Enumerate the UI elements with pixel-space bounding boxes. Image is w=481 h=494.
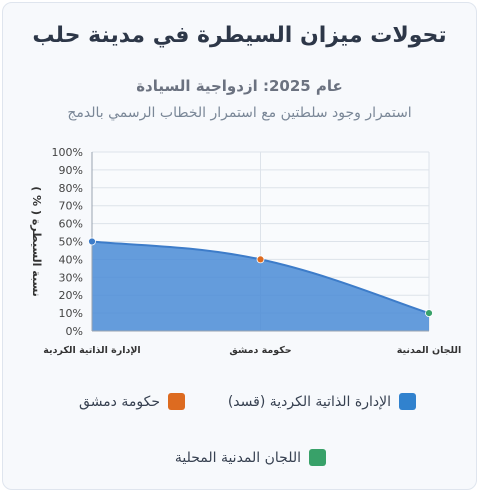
y-tick-label: 60% [59, 218, 83, 231]
x-tick-label: حكومة دمشق [229, 345, 291, 356]
legend-item-damascus-gov[interactable]: حكومة دمشق [79, 393, 185, 410]
x-tick-label: الإدارة الذاتية الكردية [43, 345, 140, 356]
data-point [256, 255, 265, 264]
legend-swatch [168, 393, 185, 410]
y-tick-label: 100% [52, 146, 83, 159]
y-axis-label: نسبة السيطرة ( % ) [30, 186, 43, 297]
y-tick-label: 10% [59, 307, 83, 320]
y-tick-label: 50% [59, 236, 83, 249]
legend-swatch [399, 393, 416, 410]
legend-item-civil-committees[interactable]: اللجان المدنية المحلية [175, 449, 326, 466]
y-tick-label: 0% [66, 325, 83, 338]
y-tick-label: 70% [59, 200, 83, 213]
chart-subtitle: عام 2025: ازدواجية السيادة [136, 77, 343, 95]
y-tick-label: 40% [59, 253, 83, 266]
legend-label: اللجان المدنية المحلية [174, 449, 301, 466]
legend-swatch [309, 449, 326, 466]
y-tick-label: 20% [59, 289, 83, 302]
x-tick-label: اللجان المدنية [397, 345, 461, 356]
legend-label: حكومة دمشق [79, 393, 160, 410]
legend-item-kurdish-admin[interactable]: الإدارة الذاتية الكردية (قسد) [228, 393, 416, 410]
y-tick-label: 30% [59, 271, 83, 284]
chart-title: تحولات ميزان السيطرة في مدينة حلب [32, 23, 447, 48]
chart-description: استمرار وجود سلطتين مع استمرار الخطاب ال… [67, 105, 412, 121]
data-point [425, 309, 433, 318]
legend-label: الإدارة الذاتية الكردية (قسد) [227, 393, 391, 410]
y-tick-label: 90% [59, 164, 83, 177]
area-fill [92, 241, 429, 331]
data-point [88, 237, 96, 246]
y-tick-label: 80% [59, 182, 83, 195]
